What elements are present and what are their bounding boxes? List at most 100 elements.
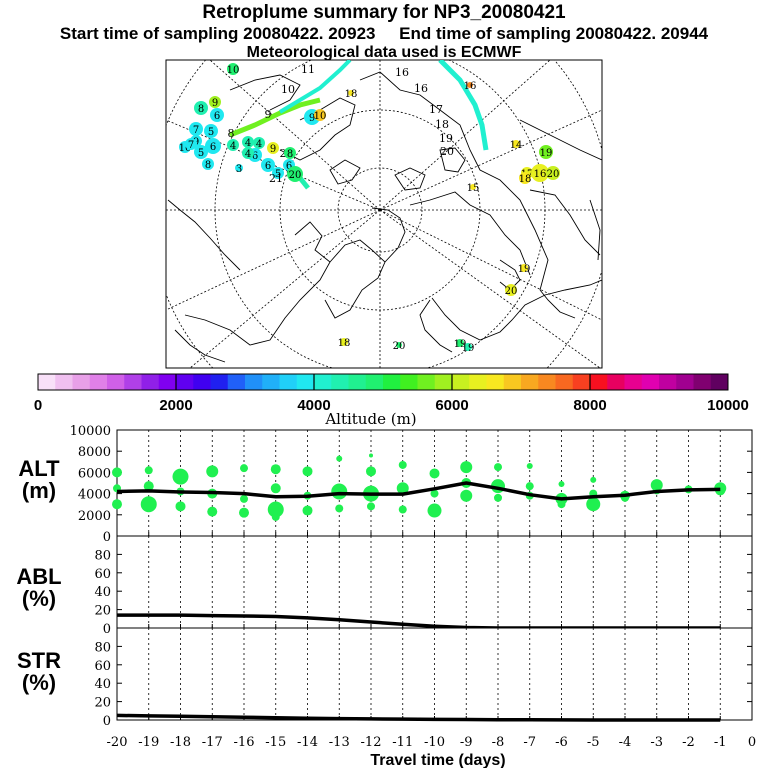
map-marker-label: 8 (287, 149, 293, 160)
map-marker-label: 15 (467, 183, 480, 194)
y-tick-label: 60 (94, 567, 111, 582)
alt-scatter-point (460, 489, 473, 502)
map-marker: 18 (519, 172, 531, 185)
y-tick-label: 0 (103, 714, 111, 729)
alt-scatter-point (331, 483, 348, 500)
y-tick-label: 10000 (70, 424, 111, 439)
map-marker-label: 19 (540, 148, 553, 159)
abl-ylabel-line1: ABL (16, 564, 62, 589)
colorbar-cell (296, 374, 315, 390)
altitude-colorbar: 0 2000 4000 6000 8000 10000 Altitude (m) (34, 373, 749, 428)
map-marker: 8 (284, 147, 296, 160)
map-marker: 16 (395, 66, 409, 79)
map-marker: 10 (227, 63, 239, 76)
colorbar-cell (676, 374, 694, 390)
colorbar-cell (72, 374, 91, 390)
x-tick-label: -17 (202, 735, 223, 750)
colorbar-cell (193, 374, 211, 390)
alt-scatter-point (267, 501, 284, 518)
alt-scatter-point (460, 461, 473, 474)
map-marker-label: 6 (286, 161, 292, 172)
map-marker-label: 9 (270, 144, 276, 155)
map-marker: 8 (228, 127, 235, 140)
x-tick-label: -11 (392, 735, 413, 750)
map-marker-label: 9 (309, 113, 315, 124)
map-marker-label: 4 (245, 149, 251, 160)
map-marker-label: 20 (547, 169, 560, 180)
map-marker-label: 11 (301, 63, 315, 76)
map-marker-label: 10 (179, 143, 192, 154)
map-marker: 6 (210, 108, 224, 122)
y-tick-label: 40 (94, 677, 111, 692)
map-marker-dot (267, 142, 279, 154)
alt-ylabel: ALT (m) (4, 458, 74, 502)
map-marker: 11 (301, 63, 315, 76)
map-marker: 6 (205, 138, 221, 154)
colorbar-cell (503, 374, 522, 390)
alt-scatter-point (144, 466, 153, 475)
colorbar-cell (176, 374, 194, 390)
map-marker-dot (539, 145, 553, 159)
alt-scatter-point (271, 512, 280, 521)
colorbar-cell (38, 374, 56, 390)
map-marker: 4 (227, 139, 239, 152)
map-marker-label: 6 (252, 151, 258, 162)
colorbar-tick-label: 10000 (707, 397, 749, 414)
map-marker-dot (520, 264, 528, 272)
map-marker-label: 9 (265, 108, 272, 121)
map-marker-label: 6 (214, 111, 220, 122)
map-marker: 8 (202, 158, 214, 171)
x-tick-label: -4 (619, 735, 632, 750)
alt-scatter-point (525, 482, 534, 491)
map-marker: 20 (440, 145, 454, 158)
map-marker-label: 5 (275, 169, 281, 180)
map-marker-label: 17 (429, 103, 443, 116)
colorbar-cell (89, 374, 108, 390)
alt-ylabel-line1: ALT (18, 456, 60, 481)
map-marker-label: 6 (210, 142, 216, 153)
y-tick-label: 20 (94, 696, 111, 711)
map-marker-label: 4 (245, 138, 251, 149)
colorbar-cell (521, 374, 539, 390)
colorbar-title: Altitude (m) (324, 410, 416, 428)
x-tick-label: -7 (523, 735, 536, 750)
x-tick-label: -20 (107, 735, 128, 750)
map-marker: 7 (185, 138, 197, 151)
x-tick-label: -1 (714, 735, 727, 750)
colorbar-cell (314, 374, 332, 390)
alt-scatter-point (112, 467, 122, 478)
y-tick-label: 0 (103, 622, 111, 637)
colorbar-cell (55, 374, 73, 390)
colorbar-cell (572, 374, 591, 390)
alt-scatter-point (172, 468, 189, 485)
colorbar-cell (693, 374, 712, 390)
alt-scatter-point (239, 507, 249, 518)
map-marker-label: 19 (518, 264, 531, 275)
alt-scatter-point (590, 476, 597, 483)
alt-scatter-point (586, 497, 601, 512)
map-marker-dot (227, 63, 239, 75)
colorbar-cell (245, 374, 263, 390)
map-marker-label: 20 (505, 286, 518, 297)
map-marker-label: 8 (198, 104, 204, 115)
x-tick-label: -2 (682, 735, 695, 750)
plume-band-east (438, 60, 489, 151)
str-ylabel: STR (%) (4, 650, 74, 694)
alt-scatter-point (143, 481, 154, 492)
alt-scatter-point (270, 483, 281, 494)
map-marker-label: 19 (454, 339, 467, 350)
map-marker-dot (314, 109, 326, 121)
map-marker: 9 (209, 96, 221, 109)
colorbar-cell (124, 374, 142, 390)
map-marker: 19 (462, 343, 474, 354)
x-tick-label: -9 (460, 735, 473, 750)
colorbar-cell (641, 374, 660, 390)
map-marker-dot (505, 284, 517, 296)
x-tick-label: -19 (138, 735, 159, 750)
colorbar-cell (331, 374, 349, 390)
map-marker-label: 7 (188, 140, 194, 151)
y-tick-label: 2000 (78, 509, 111, 524)
map-marker: 5 (272, 167, 284, 180)
chart-title: Retroplume summary for NP3_20080421 (202, 2, 566, 23)
map-marker: 10 (314, 109, 326, 122)
